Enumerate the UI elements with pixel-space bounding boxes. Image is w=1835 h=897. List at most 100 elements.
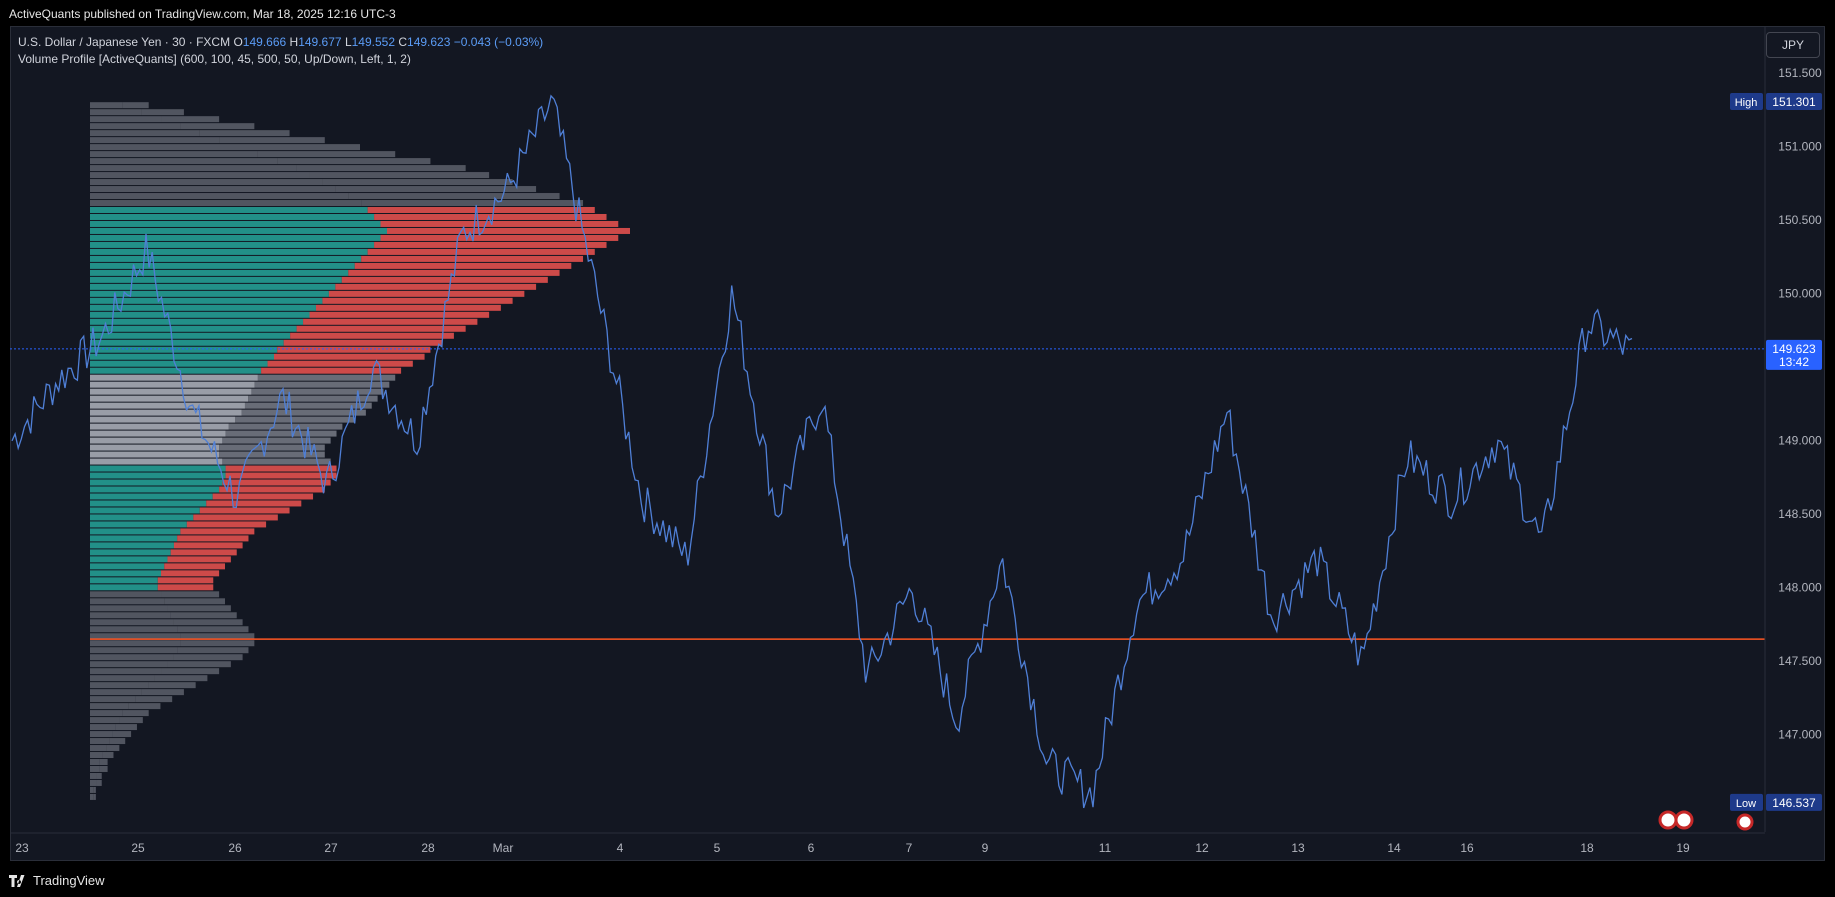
high-marker-label-bg (1730, 93, 1763, 111)
volume-bar-down (361, 200, 584, 207)
countdown-value: 13:42 (1779, 355, 1809, 369)
volume-bar-down (374, 241, 607, 248)
volume-bar-down (254, 381, 390, 388)
volume-bar-up (90, 109, 142, 116)
volume-bar-down (180, 633, 255, 640)
volume-bar-down (267, 360, 413, 367)
high-marker-value-bg (1766, 93, 1822, 111)
volume-bar-down (193, 514, 278, 521)
volume-bar-up (90, 193, 349, 200)
volume-bar-down (177, 647, 249, 654)
time-tick-label: 12 (1195, 841, 1209, 855)
volume-bar-up (90, 612, 171, 619)
volume-bar-down (99, 765, 108, 772)
volume-bar-up (90, 200, 362, 207)
volume-bar-down (173, 542, 243, 549)
low-marker-label-bg (1730, 793, 1763, 811)
volume-bar-up (90, 409, 242, 416)
volume-bar-down (173, 619, 243, 626)
volume-bar-down (167, 661, 231, 668)
volume-bar-down (106, 745, 120, 752)
volume-bar-down (148, 682, 196, 689)
volume-bar-down (225, 472, 337, 479)
volume-bar-up (90, 297, 323, 304)
volume-bar-up (90, 696, 136, 703)
volume-bar-up (90, 759, 100, 765)
volume-bar-up (90, 675, 155, 682)
volume-bar-up (90, 772, 97, 779)
volume-bar-up (90, 213, 375, 220)
volume-bar-down (290, 332, 454, 339)
open-value: 149.666 (242, 35, 287, 49)
volume-bar-down (283, 339, 443, 346)
volume-bar-up (90, 689, 142, 696)
volume-bar-down (161, 668, 220, 675)
volume-bar-up (90, 458, 223, 465)
price-series (11, 94, 1633, 809)
volume-bar-up (90, 507, 200, 514)
volume-bar-down (309, 172, 490, 179)
volume-bar-down (119, 717, 143, 724)
time-tick-label: 19 (1676, 841, 1690, 855)
volume-bar-up (90, 290, 329, 297)
volume-bar-up (90, 528, 181, 535)
volume-bar-up (90, 430, 226, 437)
time-tick-label: 4 (617, 841, 624, 855)
volume-bar-down (167, 605, 231, 612)
volume-bar-down (238, 144, 360, 151)
volume-bar-up (90, 500, 207, 507)
volume-bar-down (157, 577, 214, 584)
volume-bar-up (90, 661, 168, 668)
volume-bar-down (219, 451, 325, 458)
volume-bar-down (115, 724, 137, 731)
volume-bar-down (93, 793, 96, 800)
volume-bar-up (90, 556, 168, 563)
last-price-tag (1766, 339, 1822, 370)
volume-bar-up (90, 570, 162, 577)
volume-bar-up (90, 158, 278, 165)
volume-bar-up (90, 360, 268, 367)
price-tick-label: 151.000 (1778, 139, 1822, 153)
volume-bar-up (90, 318, 304, 325)
volume-bar-up (90, 130, 200, 137)
volume-bar-up (90, 563, 165, 570)
volume-bar-down (212, 493, 314, 500)
volume-bar-up (90, 388, 252, 395)
volume-bar-down (225, 465, 337, 472)
time-tick-label: 26 (228, 841, 242, 855)
volume-bar-down (309, 311, 490, 318)
volume-bar-up (90, 465, 226, 472)
time-tick-label: 28 (421, 841, 435, 855)
brand-text: TradingView (33, 873, 105, 888)
volume-bar-up (90, 765, 100, 772)
volume-bar-up (90, 605, 168, 612)
volume-bar-up (90, 710, 123, 717)
volume-bar-down (348, 269, 560, 276)
volume-bar-down (102, 752, 114, 759)
volume-bar-up (90, 640, 181, 647)
time-tick-label: 18 (1580, 841, 1594, 855)
volume-bar-down (228, 423, 343, 430)
volume-bar-up (90, 325, 297, 332)
volume-bar-down (135, 696, 173, 703)
indicator-line[interactable]: Volume Profile [ActiveQuants] (600, 100,… (18, 52, 411, 66)
volume-bar-up (90, 255, 362, 262)
volume-bar-up (90, 479, 223, 486)
volume-bar-down (141, 109, 184, 116)
volume-bar-down (251, 388, 384, 395)
volume-bar-down (296, 325, 466, 332)
volume-bar-up (90, 486, 220, 493)
currency-button[interactable]: JPY (1766, 32, 1820, 58)
volume-bar-down (186, 521, 267, 528)
time-tick-label: 9 (982, 841, 989, 855)
volume-bar-up (90, 598, 165, 605)
volume-bar-down (354, 262, 572, 269)
volume-bar-up (90, 786, 94, 793)
volume-bar-up (90, 793, 94, 800)
volume-bar-up (90, 451, 220, 458)
tradingview-logo[interactable]: TradingView (9, 873, 105, 888)
volume-bar-up (90, 542, 174, 549)
time-tick-label: 25 (131, 841, 145, 855)
time-tick-label: 16 (1460, 841, 1474, 855)
